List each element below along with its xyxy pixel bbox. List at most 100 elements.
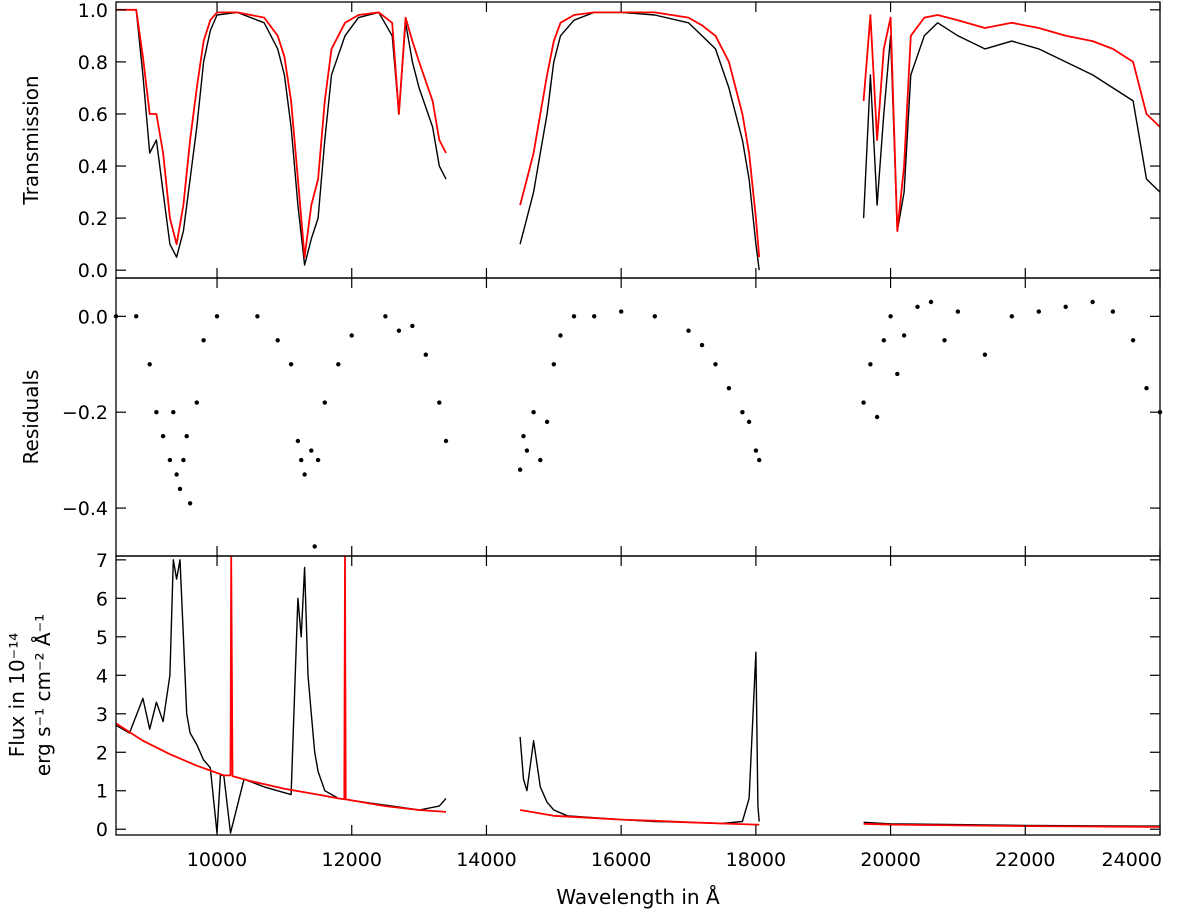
residuals-residual-points-2 xyxy=(861,299,1163,420)
residuals-point xyxy=(531,410,536,415)
residuals-point xyxy=(177,486,183,492)
residuals-point xyxy=(571,314,577,319)
flux-y-tick-label: 4 xyxy=(96,665,108,687)
residuals-point xyxy=(888,314,893,319)
residuals-point xyxy=(868,362,873,367)
residuals-point xyxy=(619,309,624,314)
residuals-point xyxy=(147,362,152,367)
residuals-point xyxy=(443,438,449,444)
flux-y-tick-label: 2 xyxy=(96,742,108,764)
flux-y-tick-label: 0 xyxy=(96,819,108,841)
flux-frame xyxy=(115,555,1161,836)
residuals-point xyxy=(302,472,307,477)
x-axis-title: Wavelength in Å xyxy=(556,885,720,909)
flux-y-axis-title-line1: Flux in 10⁻¹⁴ xyxy=(5,633,29,758)
residuals-point xyxy=(538,457,543,463)
residuals-point xyxy=(383,314,388,319)
residuals-point xyxy=(699,342,705,348)
flux-y-tick-label: 7 xyxy=(96,550,108,572)
residuals-residual-points-1 xyxy=(517,309,762,472)
transmission-observed-line-2 xyxy=(862,22,1161,232)
residuals-point xyxy=(1130,338,1136,343)
residuals-point xyxy=(881,338,886,343)
transmission-y-tick-label: 0.0 xyxy=(78,260,108,282)
residuals-point xyxy=(955,309,961,314)
flux-y-tick-label: 3 xyxy=(96,704,108,726)
residuals-point xyxy=(174,472,179,477)
residuals-point xyxy=(686,328,691,333)
residuals-point xyxy=(322,400,327,405)
residuals-residual-points-0 xyxy=(113,314,449,549)
residuals-point xyxy=(167,457,173,463)
residuals-y-ticks: −0.4 −0.2 0.0 xyxy=(62,278,1161,556)
residuals-point xyxy=(315,457,321,463)
residuals-point xyxy=(521,434,526,439)
residuals-point xyxy=(181,457,186,463)
flux-y-tick-label: 6 xyxy=(96,588,108,610)
residuals-point xyxy=(1063,304,1068,309)
flux-y-axis-title-line2: erg s⁻¹ cm⁻² Å⁻¹ xyxy=(31,614,55,776)
transmission-y-ticks: 0.0 0.2 0.4 0.6 0.8 1.0 xyxy=(78,0,1161,282)
flux-y-tick-label: 1 xyxy=(96,781,108,803)
x-tick-label: 16000 xyxy=(591,849,651,871)
residuals-point xyxy=(299,457,304,463)
residuals-point xyxy=(336,362,341,367)
transmission-model-line-0 xyxy=(116,8,447,259)
x-tick-label: 14000 xyxy=(456,849,516,871)
x-tick-label: 10000 xyxy=(187,849,247,871)
residuals-point xyxy=(901,333,907,338)
residuals-point xyxy=(726,386,732,391)
residuals-frame xyxy=(115,277,1161,557)
x-tick-label: 12000 xyxy=(322,849,382,871)
residuals-panel: −0.4 −0.2 0.0 xyxy=(62,277,1163,557)
residuals-point xyxy=(915,304,920,309)
residuals-point xyxy=(187,501,193,506)
residuals-point xyxy=(255,314,260,319)
residuals-point xyxy=(134,314,139,319)
residuals-y-axis-title: Residuals xyxy=(19,370,43,465)
flux-observed-line-1 xyxy=(519,651,760,825)
residuals-point xyxy=(544,419,550,424)
transmission-marks xyxy=(116,8,1161,271)
residuals-point xyxy=(524,448,530,453)
x-tick-label: 24000 xyxy=(1102,849,1162,871)
residuals-point xyxy=(288,362,294,367)
residuals-point xyxy=(517,467,523,472)
residuals-point xyxy=(201,338,206,343)
residuals-point xyxy=(740,410,745,415)
residuals-point xyxy=(551,362,556,367)
flux-observed-line-0 xyxy=(115,559,447,834)
transmission-model-line-2 xyxy=(862,14,1161,233)
transmission-model-line-1 xyxy=(519,11,761,258)
residuals-point xyxy=(982,352,988,357)
residuals-point xyxy=(309,448,314,453)
residuals-point xyxy=(713,362,718,367)
residuals-y-tick-label: 0.0 xyxy=(78,306,108,328)
residuals-point xyxy=(753,448,759,453)
residuals-point xyxy=(928,299,934,305)
residuals-point xyxy=(895,371,900,377)
residuals-y-tick-label: −0.4 xyxy=(62,498,108,520)
residuals-point xyxy=(396,328,402,333)
residuals-point xyxy=(1009,314,1014,319)
residuals-point xyxy=(652,314,657,319)
residuals-point xyxy=(312,544,317,549)
residuals-point xyxy=(558,333,563,338)
residuals-point xyxy=(154,410,159,415)
transmission-y-tick-label: 1.0 xyxy=(78,0,108,22)
residuals-point xyxy=(194,400,199,405)
residuals-point xyxy=(171,410,176,415)
transmission-y-tick-label: 0.2 xyxy=(78,208,108,230)
residuals-point xyxy=(275,338,280,343)
transmission-y-axis-title: Transmission xyxy=(19,75,43,205)
flux-panel: 0 1 2 3 4 5 6 7 10000 12000 14000 16000 18000 20000 2… xyxy=(96,550,1162,871)
residuals-point xyxy=(410,323,415,329)
residuals-point xyxy=(1036,309,1042,314)
flux-model-line-2 xyxy=(863,822,1161,828)
residuals-point xyxy=(349,333,354,338)
transmission-y-tick-label: 0.6 xyxy=(78,104,108,126)
x-tick-label: 18000 xyxy=(726,849,786,871)
flux-y-ticks: 0 1 2 3 4 5 6 7 xyxy=(96,550,1161,841)
residuals-point xyxy=(214,314,220,319)
